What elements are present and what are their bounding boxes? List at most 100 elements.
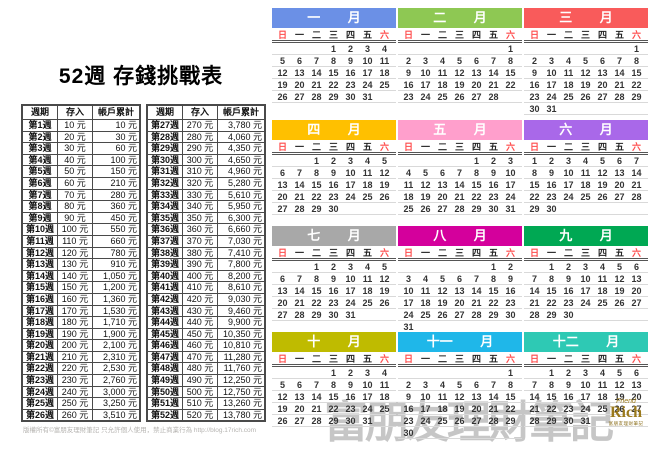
table-row: 第36週 360 元 6,660 元 <box>146 223 266 236</box>
weekday-label: 三 <box>454 353 464 364</box>
day-cell: 1 <box>531 155 537 166</box>
day-cell: 3 <box>364 367 370 378</box>
day-cell: 17 <box>362 391 373 402</box>
day-cell: 17 <box>420 403 431 414</box>
calendar: 一 月日一二三四五六 1 2 3 4 5 6 7 8 9 10 11 12 13 14 15 16 17 18 19 2… <box>272 0 650 439</box>
day-cell: 4 <box>565 55 571 66</box>
month-1: 一 月日一二三四五六 1 2 3 4 5 6 7 8 9 10 11 12 13 14 15 16 17 18 19 2… <box>272 8 396 103</box>
table-row: 第7週 70 元 280 元 <box>21 188 141 202</box>
week-row: 5 6 7 8 9 10 11 <box>272 379 396 391</box>
table-row: 第44週 440 元 9,900 元 <box>146 316 266 329</box>
day-cell: 30 <box>403 427 414 438</box>
weekday-label: 四 <box>345 29 355 40</box>
week-row: 20 21 22 23 24 25 26 <box>272 297 396 309</box>
cell-tot: 910 元 <box>92 258 141 271</box>
day-cell: 2 <box>531 55 537 66</box>
day-cell: 20 <box>631 391 642 402</box>
week-row: 24 25 26 27 28 29 30 <box>398 309 522 321</box>
week-row: 9 10 11 12 13 14 15 <box>398 391 522 403</box>
day-cell: 10 <box>420 391 431 402</box>
day-cell: 4 <box>381 43 387 54</box>
day-cell: 2 <box>507 261 513 272</box>
cell-tot: 8,610 元 <box>217 281 266 294</box>
day-cell: 24 <box>546 91 557 102</box>
day-cell: 9 <box>405 391 411 402</box>
day-cell: 20 <box>277 191 288 202</box>
weekday-label: 一 <box>294 353 304 364</box>
cell-week: 第15週 <box>21 281 58 294</box>
week-row: 13 14 15 16 17 18 19 <box>272 179 396 191</box>
day-cell: 11 <box>420 285 431 296</box>
weekday-label: 六 <box>631 353 641 364</box>
day-cell: 21 <box>454 191 465 202</box>
cell-tot: 1,710 元 <box>92 316 141 329</box>
day-cell: 29 <box>529 203 540 214</box>
cell-tot: 12,250 元 <box>217 374 266 387</box>
day-cell: 16 <box>403 79 414 90</box>
day-cell: 7 <box>296 273 302 284</box>
day-cell: 6 <box>616 155 622 166</box>
day-cell: 31 <box>580 415 591 426</box>
cell-tot: 6,660 元 <box>217 223 266 236</box>
cell-dep: 170 元 <box>57 304 93 318</box>
table-row: 第6週 60 元 210 元 <box>21 176 141 190</box>
day-cell: 9 <box>405 67 411 78</box>
weekday-label: 二 <box>437 247 447 258</box>
weekday-label: 五 <box>614 29 624 40</box>
table-row: 第32週 320 元 5,280 元 <box>146 176 266 190</box>
week-row: 13 14 15 16 17 18 19 <box>272 285 396 297</box>
weekday-label: 六 <box>631 29 641 40</box>
weekday-label: 二 <box>311 353 321 364</box>
weekday-label: 六 <box>505 247 515 258</box>
cell-tot: 8,200 元 <box>217 269 266 283</box>
cell-dep: 90 元 <box>57 211 93 225</box>
weekday-label: 三 <box>454 141 464 152</box>
week-row: 23 24 25 26 27 28 29 <box>398 415 522 427</box>
table-row: 第15週 150 元 1,200 元 <box>21 281 141 294</box>
day-cell: 24 <box>362 403 373 414</box>
weekday-label: 六 <box>631 141 641 152</box>
day-cell: 16 <box>488 179 499 190</box>
weekday-label: 日 <box>529 29 539 40</box>
cell-week: 第30週 <box>146 153 183 167</box>
day-cell: 24 <box>580 403 591 414</box>
day-cell: 11 <box>563 67 574 78</box>
day-cell: 29 <box>311 203 322 214</box>
cell-tot: 660 元 <box>92 234 141 248</box>
cell-tot: 7,800 元 <box>217 258 266 271</box>
weekday-label: 四 <box>345 247 355 258</box>
cell-tot: 3,000 元 <box>92 385 141 399</box>
cell-week: 第14週 <box>21 269 58 283</box>
week-row: 17 18 19 20 21 22 23 <box>398 297 522 309</box>
cell-tot: 9,900 元 <box>217 316 266 329</box>
table-row: 第17週 170 元 1,530 元 <box>21 304 141 318</box>
day-cell: 28 <box>454 203 465 214</box>
day-cell: 8 <box>507 55 513 66</box>
day-cell: 7 <box>313 55 319 66</box>
table-row: 第25週 250 元 3,250 元 <box>21 397 141 410</box>
day-cell: 21 <box>488 79 499 90</box>
cell-tot: 6,300 元 <box>217 211 266 225</box>
day-cell: 11 <box>437 67 448 78</box>
day-cell: 17 <box>546 79 557 90</box>
rich-logo-subtext: 富朋友理財筆記 <box>608 421 644 426</box>
cell-week: 第26週 <box>21 408 58 422</box>
cell-week: 第29週 <box>146 142 183 155</box>
cell-week: 第38週 <box>146 246 183 260</box>
day-cell: 18 <box>580 179 591 190</box>
day-cell: 27 <box>614 191 625 202</box>
weekday-label: 日 <box>529 141 539 152</box>
weekday-label: 五 <box>614 247 624 258</box>
table-row: 第10週 100 元 550 元 <box>21 223 141 236</box>
weekday-label: 四 <box>597 247 607 258</box>
week-row: 7 8 9 10 11 12 13 <box>524 379 648 391</box>
day-cell: 23 <box>546 191 557 202</box>
week-row: 12 13 14 15 16 17 18 <box>272 67 396 79</box>
column-header: 存入 <box>182 104 218 120</box>
day-cell: 20 <box>614 179 625 190</box>
cell-tot: 550 元 <box>92 223 141 236</box>
day-cell: 7 <box>616 55 622 66</box>
day-cell: 25 <box>403 203 414 214</box>
